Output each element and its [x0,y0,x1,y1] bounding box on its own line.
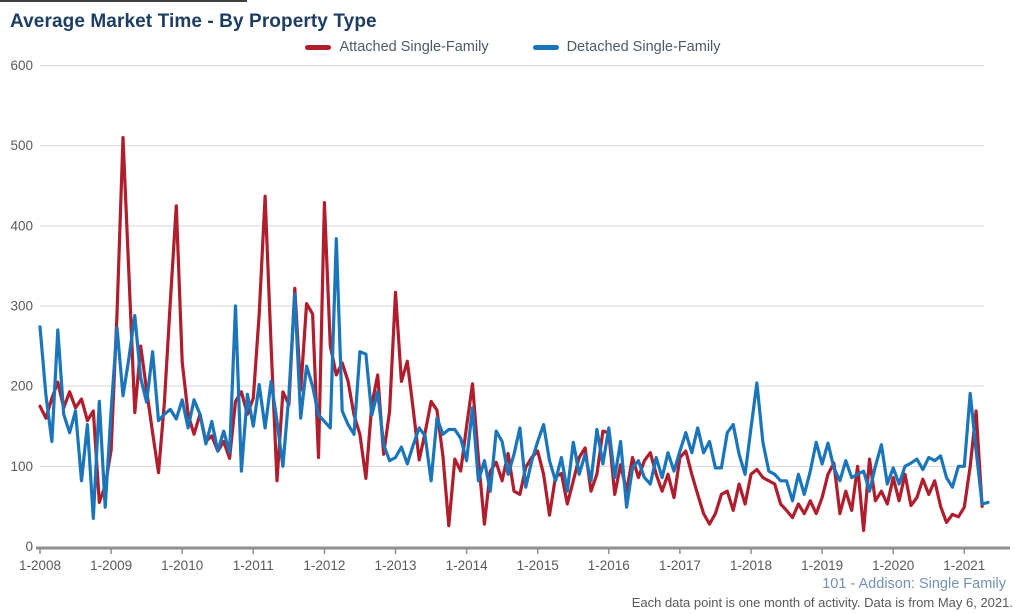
x-axis-label: 1-2015 [517,558,559,573]
y-axis-label: 100 [10,459,33,474]
y-axis-label: 200 [10,379,33,394]
legend-item-attached: Attached Single-Family [305,39,489,55]
y-axis-label: 300 [10,298,33,313]
x-axis-label: 1-2020 [872,558,914,573]
x-axis-label: 1-2017 [659,558,701,573]
y-axis-label: 400 [10,218,33,233]
legend-label-detached: Detached Single-Family [566,39,721,55]
footer-source: 101 - Addison: Single Family [822,576,1006,592]
x-axis-label: 1-2013 [374,558,416,573]
x-axis-label: 1-2021 [943,558,985,573]
legend: Attached Single-Family Detached Single-F… [0,39,1026,55]
y-axis-label: 500 [10,138,33,153]
legend-swatch-detached-icon [532,44,559,50]
legend-swatch-attached-icon [305,44,332,50]
x-axis-label: 1-2012 [303,558,345,573]
x-axis-label: 1-2014 [446,558,489,573]
footer-note: Each data point is one month of activity… [631,595,1013,610]
legend-item-detached: Detached Single-Family [532,39,721,55]
chart-title: Average Market Time - By Property Type [10,11,377,32]
legend-label-attached: Attached Single-Family [339,39,489,55]
y-axis-label: 0 [25,539,33,554]
x-axis-label: 1-2016 [588,558,630,573]
x-axis-label: 1-2010 [161,558,203,573]
x-axis-label: 1-2019 [801,558,843,573]
top-edge-artifact [0,0,247,2]
attached-series-line [38,136,984,533]
detached-series-line [38,237,990,521]
x-axis-label: 1-2018 [730,558,772,573]
y-axis-label: 600 [10,58,33,73]
x-axis-label: 1-2011 [233,558,274,573]
x-axis-label: 1-2008 [19,558,61,573]
x-axis-label: 1-2009 [90,558,132,573]
